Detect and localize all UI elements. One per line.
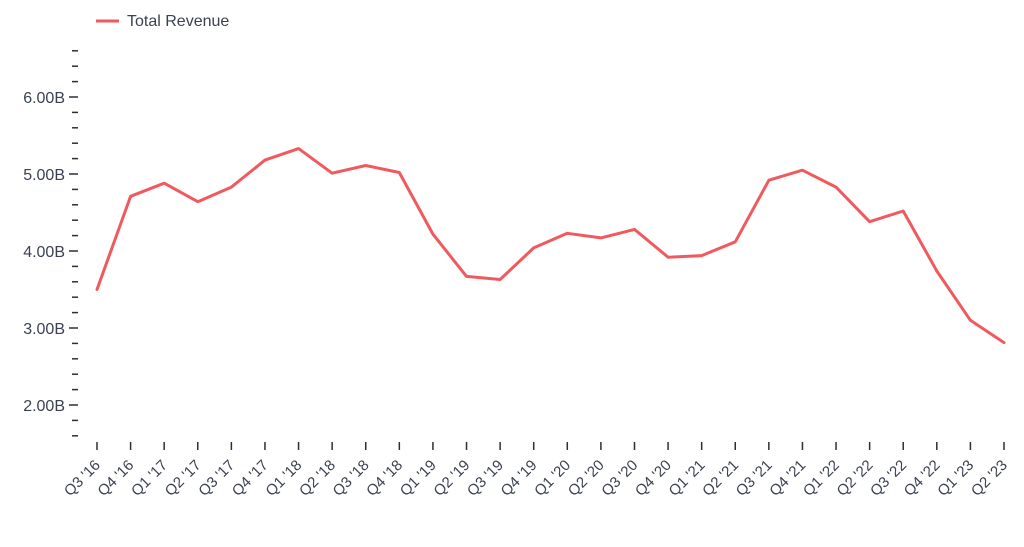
x-tick-label: Q1 '17: [128, 457, 171, 500]
x-tick-label: Q1 '23: [934, 457, 977, 500]
x-tick-label: Q4 '21: [766, 457, 809, 500]
x-tick-label: Q3 '18: [330, 457, 373, 500]
x-tick-label: Q3 '16: [61, 457, 104, 500]
x-tick-label: Q4 '19: [498, 457, 541, 500]
x-tick-label: Q3 '19: [464, 457, 507, 500]
y-tick-label: 3.00B: [23, 321, 65, 338]
x-tick-label: Q3 '17: [195, 457, 238, 500]
x-tick-label: Q4 '16: [94, 457, 137, 500]
x-tick-label: Q2 '18: [296, 457, 339, 500]
x-tick-label: Q4 '17: [229, 457, 272, 500]
x-tick-label: Q2 '21: [699, 457, 742, 500]
y-tick-label: 5.00B: [23, 167, 65, 184]
x-tick-label: Q4 '22: [901, 457, 944, 500]
x-tick-label: Q2 '23: [968, 457, 1011, 500]
y-tick-label: 4.00B: [23, 244, 65, 261]
x-tick-label: Q3 '22: [867, 457, 910, 500]
x-tick-label: Q1 '20: [531, 457, 574, 500]
x-tick-label: Q4 '18: [363, 457, 406, 500]
y-tick-label: 2.00B: [23, 398, 65, 415]
x-tick-label: Q3 '20: [598, 457, 641, 500]
x-tick-label: Q1 '21: [666, 457, 709, 500]
x-tick-label: Q2 '22: [834, 457, 877, 500]
x-tick-label: Q2 '19: [430, 457, 473, 500]
x-tick-label: Q2 '17: [162, 457, 205, 500]
x-tick-label: Q2 '20: [565, 457, 608, 500]
series-line-total-revenue: [95, 147, 1006, 345]
legend-label: Total Revenue: [127, 13, 229, 30]
x-tick-label: Q3 '21: [733, 457, 776, 500]
x-tick-label: Q1 '22: [800, 457, 843, 500]
x-tick-label: Q1 '19: [397, 457, 440, 500]
x-tick-label: Q4 '20: [632, 457, 675, 500]
x-tick-label: Q1 '18: [262, 457, 305, 500]
y-tick-label: 6.00B: [23, 90, 65, 107]
